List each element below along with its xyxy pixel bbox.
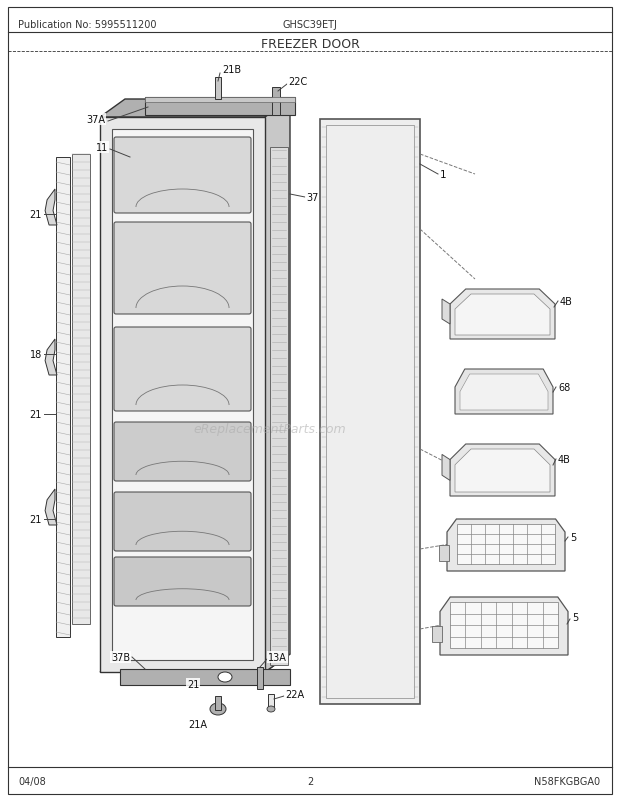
Text: eReplacementParts.com: eReplacementParts.com — [193, 423, 347, 436]
Polygon shape — [460, 375, 548, 411]
Text: 04/08: 04/08 — [18, 776, 46, 786]
Polygon shape — [100, 100, 290, 118]
Bar — [72, 155, 90, 624]
Text: 2: 2 — [307, 776, 313, 786]
Text: 4B: 4B — [558, 455, 571, 464]
Bar — [215, 78, 221, 100]
Bar — [120, 669, 290, 685]
Bar — [432, 626, 442, 642]
Bar — [268, 695, 274, 708]
Text: 22A: 22A — [285, 689, 304, 699]
Bar — [145, 98, 295, 115]
Polygon shape — [45, 489, 57, 525]
Polygon shape — [447, 520, 565, 571]
Bar — [112, 130, 253, 660]
Polygon shape — [450, 290, 555, 339]
Bar — [457, 525, 555, 565]
Bar — [100, 118, 265, 672]
FancyBboxPatch shape — [114, 138, 251, 214]
Bar — [257, 667, 263, 689]
Text: 1: 1 — [440, 170, 446, 180]
Text: 21: 21 — [30, 514, 42, 525]
Text: 13A: 13A — [268, 652, 287, 662]
Text: 37B: 37B — [111, 652, 130, 662]
FancyBboxPatch shape — [114, 557, 251, 606]
Text: 5: 5 — [572, 612, 578, 622]
Ellipse shape — [210, 703, 226, 715]
Text: 11: 11 — [95, 143, 108, 153]
FancyBboxPatch shape — [114, 492, 251, 551]
Text: 18: 18 — [30, 350, 42, 359]
FancyBboxPatch shape — [114, 423, 251, 481]
Bar — [326, 126, 414, 698]
Text: GHSC39ETJ: GHSC39ETJ — [283, 20, 337, 30]
Text: FREEZER DOOR: FREEZER DOOR — [260, 38, 360, 51]
Text: 21: 21 — [30, 210, 42, 220]
Polygon shape — [450, 444, 555, 496]
Bar — [270, 148, 288, 665]
Ellipse shape — [218, 672, 232, 683]
Text: 37A: 37A — [86, 115, 105, 125]
Ellipse shape — [267, 706, 275, 712]
Bar — [439, 545, 449, 561]
Text: 21B: 21B — [222, 65, 241, 75]
Text: 68: 68 — [558, 383, 570, 392]
Text: 21: 21 — [30, 410, 42, 419]
Polygon shape — [455, 370, 553, 415]
Polygon shape — [100, 654, 290, 672]
Bar — [450, 602, 558, 648]
Text: 21: 21 — [187, 679, 199, 689]
Text: N58FKGBGA0: N58FKGBGA0 — [534, 776, 600, 786]
Bar — [56, 158, 70, 638]
Polygon shape — [442, 300, 450, 325]
Polygon shape — [45, 339, 57, 375]
Bar — [215, 696, 221, 710]
FancyBboxPatch shape — [114, 327, 251, 411]
Polygon shape — [455, 449, 550, 492]
FancyBboxPatch shape — [114, 223, 251, 314]
Polygon shape — [455, 294, 550, 335]
Text: 37: 37 — [306, 192, 319, 203]
Text: 22C: 22C — [288, 77, 308, 87]
Polygon shape — [442, 455, 450, 481]
Polygon shape — [265, 100, 290, 672]
Text: 21A: 21A — [188, 719, 208, 729]
Polygon shape — [45, 190, 57, 225]
Polygon shape — [440, 597, 568, 655]
Text: 5: 5 — [570, 533, 576, 542]
Bar — [272, 88, 280, 115]
Bar — [145, 98, 295, 103]
Text: Publication No: 5995511200: Publication No: 5995511200 — [18, 20, 156, 30]
Text: 4B: 4B — [560, 297, 573, 306]
Bar — [320, 119, 420, 704]
